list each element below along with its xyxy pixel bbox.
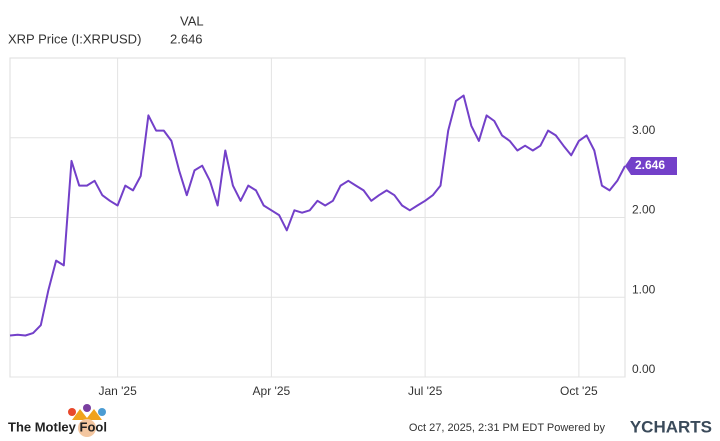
brand: The Motley Fool [8,419,107,434]
y-tick-label: 1.00 [632,282,656,296]
series-name: XRP Price (I:XRPUSD) [8,31,141,46]
x-tick-label: Jan '25 [98,384,137,398]
x-tick-label: Oct '25 [560,384,598,398]
legend-title: VAL [180,13,204,28]
y-tick-label: 3.00 [632,123,656,137]
logo [68,404,106,437]
y-tick-label: 2.00 [632,203,656,217]
last-value-label: 2.646 [635,158,665,172]
y-tick-label: 0.00 [632,362,656,376]
last-value-flag [625,156,677,175]
x-tick-label: Jul '25 [408,384,443,398]
timestamp: Oct 27, 2025, 2:31 PM EDT Powered by [409,422,606,434]
x-tick-label: Apr '25 [253,384,291,398]
price-line [9,94,626,337]
provider: YCHARTS [630,417,712,436]
series-last-value: 2.646 [170,31,203,46]
